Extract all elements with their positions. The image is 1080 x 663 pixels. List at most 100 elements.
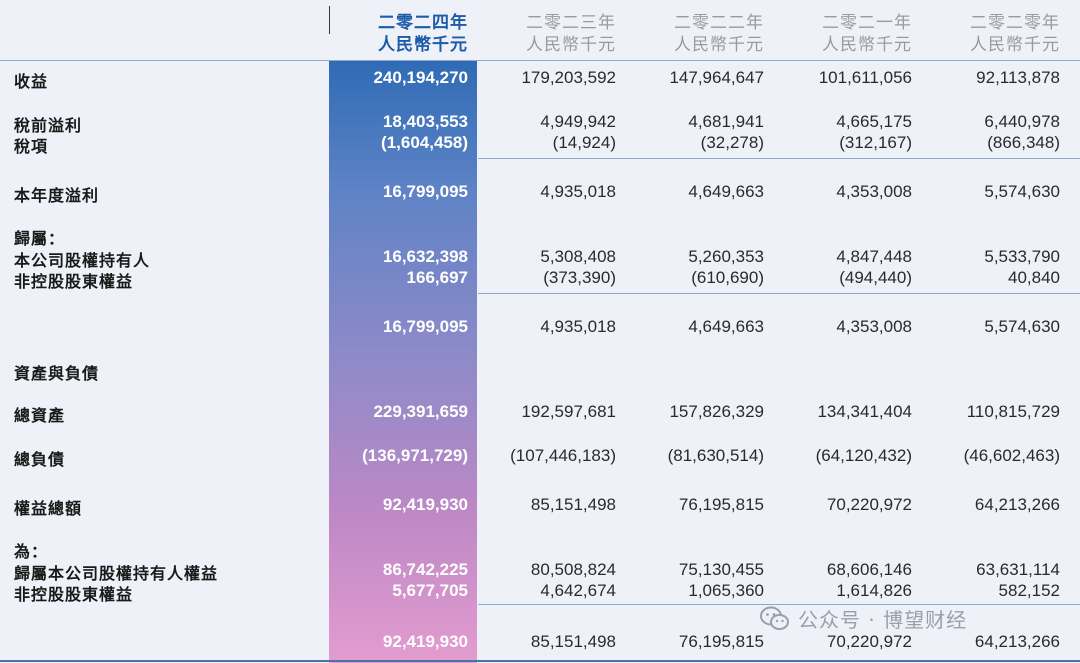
cell: 76,195,815 xyxy=(678,495,764,514)
cell: (866,348) xyxy=(987,133,1060,152)
cell: 4,649,663 xyxy=(688,317,764,336)
cell: (136,971,729) xyxy=(362,446,468,465)
cell: 86,742,225 xyxy=(382,560,468,579)
cell: 92,113,878 xyxy=(976,68,1060,87)
subtotal-rule xyxy=(478,158,1080,159)
cell: 4,935,018 xyxy=(540,317,616,336)
cell: 68,606,146 xyxy=(826,560,912,579)
cell: 134,341,404 xyxy=(817,402,912,421)
header-year: 二零二三年 xyxy=(526,13,616,33)
cell: 5,260,353 xyxy=(688,247,764,266)
subtotal-rule xyxy=(478,293,1080,294)
cell: 101,611,056 xyxy=(818,68,912,87)
cell: 80,508,824 xyxy=(530,560,616,579)
header-year: 二零二零年 xyxy=(970,13,1060,33)
cell: (32,278) xyxy=(700,133,764,152)
cell: 4,681,941 xyxy=(688,112,764,131)
cell: (81,630,514) xyxy=(667,446,764,465)
cell: 5,574,630 xyxy=(984,317,1060,336)
cell: (373,390) xyxy=(543,268,616,287)
cell: 4,665,175 xyxy=(836,112,912,131)
highlight-column-2024 xyxy=(329,60,477,663)
column-header-2021: 二零二一年 人民幣千元 xyxy=(764,12,912,56)
column-header-2022: 二零二二年 人民幣千元 xyxy=(616,12,764,56)
cell: 229,391,659 xyxy=(373,402,468,421)
cell: (1,604,458) xyxy=(381,133,468,152)
cell: (312,167) xyxy=(839,133,912,152)
cell: 5,574,630 xyxy=(984,182,1060,201)
cell: 16,799,095 xyxy=(382,182,468,201)
header-divider xyxy=(329,6,330,34)
bottom-rule xyxy=(0,660,1080,662)
cell: 4,649,663 xyxy=(688,182,764,201)
cell: 40,840 xyxy=(1008,268,1060,287)
cell: 85,151,498 xyxy=(530,495,616,514)
cell: 16,799,095 xyxy=(382,317,468,336)
cell: 1,065,360 xyxy=(688,581,764,600)
row-label-profit-before-tax: 稅前溢利 xyxy=(14,116,83,135)
cell: (494,440) xyxy=(839,268,912,287)
cell: 70,220,972 xyxy=(826,632,912,651)
cell: 92,419,930 xyxy=(382,495,468,514)
row-label-profit-for-year: 本年度溢利 xyxy=(14,186,100,205)
watermark-text: 公众号 · 博望财经 xyxy=(798,608,968,632)
header-rule xyxy=(0,60,1080,61)
row-label-non-controlling: 非控股股東權益 xyxy=(14,272,134,291)
cell: 16,632,398 xyxy=(382,247,468,266)
header-unit: 人民幣千元 xyxy=(822,35,912,55)
row-label-for: 為： xyxy=(14,542,49,561)
header-unit: 人民幣千元 xyxy=(674,35,764,55)
row-label-total-assets: 總資產 xyxy=(14,406,66,425)
header-unit: 人民幣千元 xyxy=(378,35,468,55)
cell: (64,120,432) xyxy=(815,446,912,465)
header-year: 二零二二年 xyxy=(674,13,764,33)
subtotal-rule xyxy=(478,604,1080,605)
row-label-total-equity: 權益總額 xyxy=(14,499,83,518)
cell: (610,690) xyxy=(691,268,764,287)
cell: 70,220,972 xyxy=(826,495,912,514)
cell: 6,440,978 xyxy=(984,112,1060,131)
cell: 192,597,681 xyxy=(521,402,616,421)
cell: 75,130,455 xyxy=(678,560,764,579)
row-label-total-liabilities: 總負債 xyxy=(14,450,66,469)
column-header-2024: 二零二四年 人民幣千元 xyxy=(320,12,468,56)
cell: 4,935,018 xyxy=(540,182,616,201)
cell: 240,194,270 xyxy=(373,68,468,87)
cell: 4,949,942 xyxy=(540,112,616,131)
cell: 166,697 xyxy=(406,268,468,287)
row-label-revenue: 收益 xyxy=(14,72,49,91)
row-label-non-controlling-2: 非控股股東權益 xyxy=(14,585,134,604)
watermark: 公众号 · 博望财经 xyxy=(760,604,967,637)
cell: 4,353,008 xyxy=(836,182,912,201)
cell: 4,642,674 xyxy=(540,581,616,600)
cell: 1,614,826 xyxy=(836,581,912,600)
cell: 63,631,114 xyxy=(976,560,1060,579)
cell: 18,403,553 xyxy=(382,112,468,131)
cell: 5,533,790 xyxy=(984,247,1060,266)
header-year: 二零二四年 xyxy=(378,13,468,33)
cell: 179,203,592 xyxy=(521,68,616,87)
row-label-equity-holders: 本公司股權持有人 xyxy=(14,251,151,270)
cell: 4,353,008 xyxy=(836,317,912,336)
column-header-2020: 二零二零年 人民幣千元 xyxy=(912,12,1060,56)
cell: (46,602,463) xyxy=(963,446,1060,465)
row-label-assets-liabilities: 資產與負債 xyxy=(14,364,100,383)
column-header-2023: 二零二三年 人民幣千元 xyxy=(468,12,616,56)
cell: 85,151,498 xyxy=(530,632,616,651)
cell: (14,924) xyxy=(552,133,616,152)
cell: 64,213,266 xyxy=(974,495,1060,514)
cell: 157,826,329 xyxy=(669,402,764,421)
header-unit: 人民幣千元 xyxy=(526,35,616,55)
cell: 4,847,448 xyxy=(836,247,912,266)
cell: 582,152 xyxy=(998,581,1060,600)
cell: 110,815,729 xyxy=(966,402,1060,421)
cell: (107,446,183) xyxy=(510,446,616,465)
cell: 64,213,266 xyxy=(974,632,1060,651)
row-label-attributable: 歸屬： xyxy=(14,229,66,248)
cell: 147,964,647 xyxy=(669,68,764,87)
cell: 5,677,705 xyxy=(392,581,468,600)
header-unit: 人民幣千元 xyxy=(970,35,1060,55)
row-label-tax: 稅項 xyxy=(14,137,49,156)
wechat-icon xyxy=(760,606,790,637)
